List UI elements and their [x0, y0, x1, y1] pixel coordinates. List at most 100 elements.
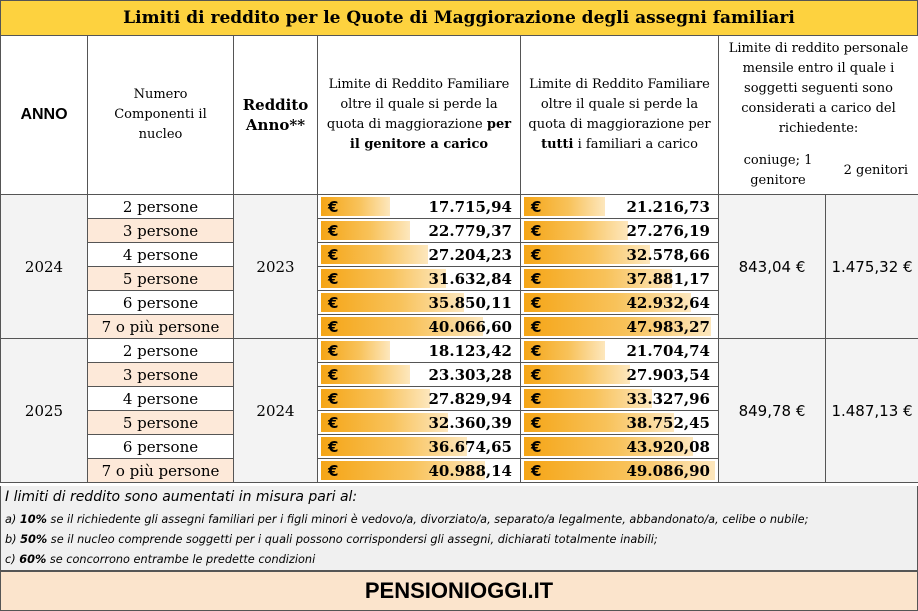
notes-intro: I limiti di reddito sono aumentati in mi… [5, 489, 358, 505]
amount-value: 38.752,45 [626, 413, 710, 432]
euro-symbol: € [531, 317, 542, 336]
amount-value: 32.360,39 [428, 413, 512, 432]
amount-row: €33.327,96 [521, 387, 718, 410]
data-bar [524, 317, 712, 336]
table-row: 6 persone €36.674,65 €43.920,08 [1, 434, 918, 459]
limite-genitore-cell: €31.632,84 [317, 266, 521, 291]
euro-symbol: € [328, 437, 339, 456]
header-limite-personale: Limite di reddito personale mensile entr… [718, 35, 918, 195]
amount-value: 23.303,28 [428, 365, 512, 384]
limite-genitore-cell: €23.303,28 [317, 362, 521, 387]
table-body: 2024 2 persone 2023 €17.715,94 €21.216,73 843… [0, 194, 918, 483]
limite-tutti-cell: €27.276,19 [520, 218, 719, 243]
amount-value: 49.086,90 [626, 461, 710, 480]
site-footer-brand: PENSIONIOGGI.IT [0, 571, 918, 611]
data-bar [524, 461, 715, 480]
data-bar [321, 461, 485, 480]
data-bar [321, 293, 465, 312]
euro-symbol: € [328, 341, 339, 360]
reddito-anno-cell: 2023 [233, 194, 318, 339]
limite-tutti-cell: €32.578,66 [520, 242, 719, 267]
amount-row: €18.123,42 [318, 339, 520, 362]
note-c-text: se concorrono entrambe le predette condi… [46, 553, 316, 566]
data-bar [524, 197, 605, 216]
euro-symbol: € [328, 245, 339, 264]
amount-row: €32.578,66 [521, 243, 718, 266]
limite-genitore-cell: €27.204,23 [317, 242, 521, 267]
data-bar [321, 269, 447, 288]
amount-value: 18.123,42 [428, 341, 512, 360]
amount-row: €21.216,73 [521, 195, 718, 218]
note-a-text: se il richiedente gli assegni familiari … [46, 513, 809, 526]
data-bar [524, 269, 672, 288]
componenti-cell: 6 persone [87, 434, 234, 459]
componenti-cell: 4 persone [87, 242, 234, 267]
euro-symbol: € [531, 293, 542, 312]
data-bar [524, 389, 652, 408]
note-c-pct: 60% [19, 553, 47, 566]
header-limite-tutti: Limite di Reddito Familiare oltre il qua… [520, 35, 719, 195]
componenti-cell: 7 o più persone [87, 314, 234, 339]
euro-symbol: € [328, 317, 339, 336]
data-bar [524, 341, 605, 360]
componenti-cell: 3 persone [87, 362, 234, 387]
euro-symbol: € [531, 269, 542, 288]
componenti-cell: 4 persone [87, 386, 234, 411]
table-row: 7 o più persone €40.066,60 €47.983,27 [1, 314, 918, 339]
amount-value: 21.216,73 [626, 197, 710, 216]
euro-symbol: € [328, 293, 339, 312]
amount-row: €23.303,28 [318, 363, 520, 386]
table-row: 5 persone €32.360,39 €38.752,45 [1, 410, 918, 435]
euro-symbol: € [531, 341, 542, 360]
euro-symbol: € [328, 413, 339, 432]
data-bar [321, 413, 449, 432]
amount-row: €31.632,84 [318, 267, 520, 290]
data-bar [524, 437, 694, 456]
euro-symbol: € [328, 461, 339, 480]
componenti-cell: 3 persone [87, 218, 234, 243]
componenti-cell: 2 persone [87, 194, 234, 219]
data-bar [524, 365, 631, 384]
euro-symbol: € [531, 413, 542, 432]
amount-row: €27.829,94 [318, 387, 520, 410]
euro-symbol: € [328, 197, 339, 216]
amount-row: €27.204,23 [318, 243, 520, 266]
note-a-pct: 10% [19, 513, 47, 526]
limite-genitore-cell: €36.674,65 [317, 434, 521, 459]
data-bar [321, 437, 467, 456]
data-bar [524, 221, 629, 240]
componenti-cell: 5 persone [87, 266, 234, 291]
sheet-title: Limiti di reddito per le Quote di Maggio… [0, 0, 918, 36]
limite-tutti-cell: €49.086,90 [520, 458, 719, 483]
limits-table: ANNO Numero Componenti il nucleo Reddito… [0, 35, 918, 483]
amount-row: €21.704,74 [521, 339, 718, 362]
header-componenti: Numero Componenti il nucleo [87, 35, 234, 195]
amount-value: 32.578,66 [626, 245, 710, 264]
amount-value: 33.327,96 [626, 389, 710, 408]
data-bar [321, 317, 483, 336]
amount-value: 17.715,94 [428, 197, 512, 216]
componenti-cell: 6 persone [87, 290, 234, 315]
limite-genitore-cell: €40.066,60 [317, 314, 521, 339]
amount-row: €43.920,08 [521, 435, 718, 458]
euro-symbol: € [531, 245, 542, 264]
table-row: 2024 2 persone 2023 €17.715,94 €21.216,73 843… [0, 194, 918, 339]
header-anno: ANNO [0, 35, 88, 195]
euro-symbol: € [328, 389, 339, 408]
amount-value: 36.674,65 [428, 437, 512, 456]
header-limite-tutti-text: Limite di Reddito Familiare oltre il qua… [528, 77, 711, 132]
amount-value: 22.779,37 [428, 221, 512, 240]
note-b-text: se il nucleo comprende soggetti per i qu… [47, 533, 658, 546]
euro-symbol: € [531, 197, 542, 216]
header-sub-coniuge: coniuge; 1 genitore [743, 153, 813, 188]
amount-row: €35.850,11 [318, 291, 520, 314]
amount-row: €27.903,54 [521, 363, 718, 386]
limite-tutti-cell: €43.920,08 [520, 434, 719, 459]
limite-genitore-cell: €18.123,42 [317, 338, 521, 363]
amount-value: 21.704,74 [626, 341, 710, 360]
reddito-anno-cell: 2024 [233, 338, 318, 483]
amount-row: €38.752,45 [521, 411, 718, 434]
table-row: 2025 2 persone 2024 €18.123,42 €21.704,74 849… [0, 338, 918, 483]
table-row: 3 persone €23.303,28 €27.903,54 [1, 362, 918, 387]
